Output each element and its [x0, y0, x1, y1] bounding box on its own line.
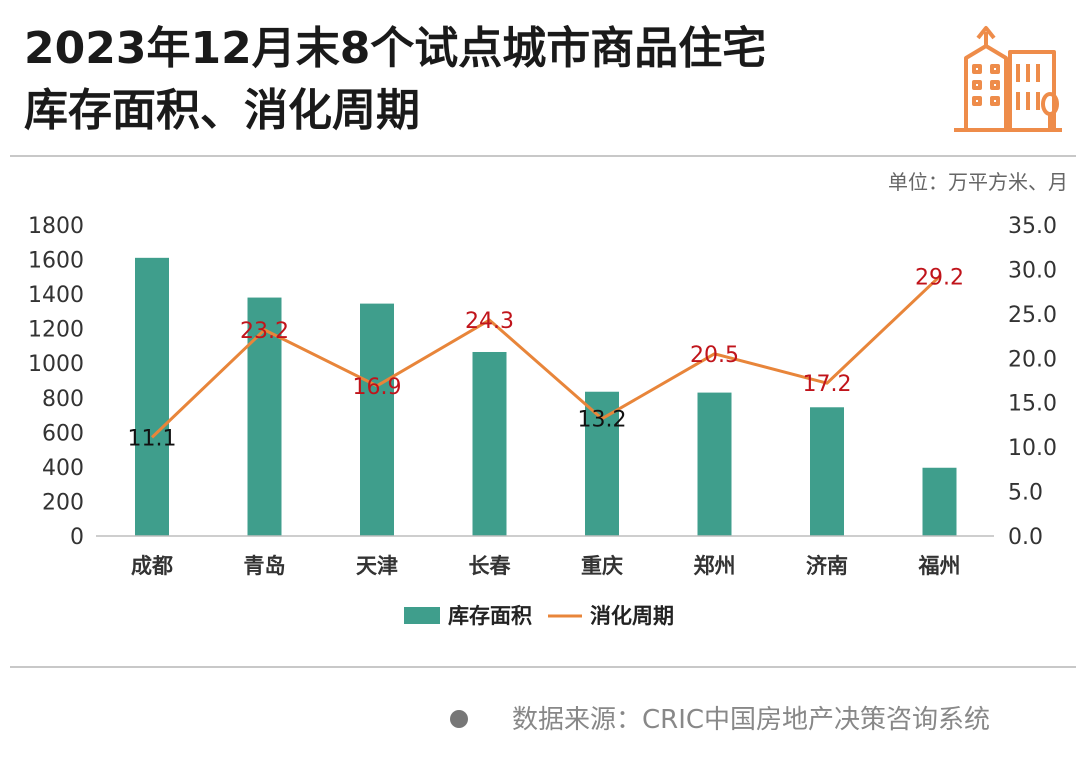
x-tick-label: 重庆 [581, 554, 623, 578]
y-left-tick-label: 1200 [28, 318, 84, 343]
y-left-tick-label: 1400 [28, 283, 84, 308]
y-right-tick-label: 30.0 [1008, 258, 1057, 283]
bar-1 [135, 257, 169, 536]
y-right-tick-label: 20.0 [1008, 347, 1057, 372]
line-data-label: 11.1 [128, 426, 177, 451]
y-left-tick-label: 1800 [28, 214, 84, 239]
y-right-tick-label: 35.0 [1008, 214, 1057, 239]
source-note: 数据来源：CRIC中国房地产决策咨询系统 [450, 702, 990, 738]
line-data-label: 16.9 [353, 375, 402, 400]
y-left-tick-label: 1600 [28, 249, 84, 274]
line-data-label: 24.3 [465, 309, 514, 334]
y-left-tick-label: 400 [42, 456, 84, 481]
x-tick-label: 青岛 [244, 554, 286, 578]
title-line-1: 2023年12月末8个试点城市商品住宅 [24, 23, 767, 74]
bar-8 [922, 467, 957, 536]
line-data-label: 29.2 [915, 266, 964, 291]
line-data-label: 20.5 [690, 343, 739, 368]
x-tick-label: 天津 [356, 554, 398, 578]
y-left-tick-label: 0 [70, 525, 84, 550]
unit-label: 单位：万平方米、月 [888, 170, 1068, 194]
bar-7 [810, 407, 844, 536]
bar-4 [472, 351, 507, 536]
x-tick-label: 福州 [918, 554, 961, 578]
source-text: 数据来源：CRIC中国房地产决策咨询系统 [512, 705, 991, 735]
y-left-tick-label: 800 [42, 387, 84, 412]
header-divider [10, 155, 1076, 157]
y-left-tick-label: 200 [42, 490, 84, 515]
title-line-2: 库存面积、消化周期 [24, 85, 420, 136]
bar-3 [360, 303, 394, 536]
x-tick-label: 长春 [469, 554, 512, 578]
bullet-icon [450, 709, 468, 728]
line-series-digestion-cycle [150, 275, 941, 439]
legend-swatch-bar [404, 607, 440, 624]
y-right-tick-label: 10.0 [1008, 436, 1057, 461]
bar-2 [247, 297, 282, 536]
x-tick-label: 成都 [131, 554, 173, 578]
chart-title: 2023年12月末8个试点城市商品住宅 库存面积、消化周期 [24, 18, 924, 142]
line-data-label: 13.2 [578, 408, 627, 433]
building-icon [954, 26, 1062, 132]
y-left-tick-label: 1000 [28, 352, 84, 377]
x-tick-label: 济南 [806, 554, 848, 578]
x-tick-label: 郑州 [694, 554, 736, 578]
y-right-tick-label: 0.0 [1008, 525, 1043, 550]
y-right-tick-label: 25.0 [1008, 303, 1057, 328]
y-right-tick-label: 5.0 [1008, 481, 1043, 506]
y-right-tick-label: 15.0 [1008, 392, 1057, 417]
footer-divider [10, 666, 1076, 668]
legend-label-bar: 库存面积 [448, 604, 532, 628]
bar-5 [585, 391, 619, 536]
line-data-label: 23.2 [240, 319, 289, 344]
y-left-tick-label: 600 [42, 421, 84, 446]
bar-6 [697, 392, 732, 536]
legend-label-line: 消化周期 [590, 604, 674, 628]
line-data-label: 17.2 [803, 372, 852, 397]
